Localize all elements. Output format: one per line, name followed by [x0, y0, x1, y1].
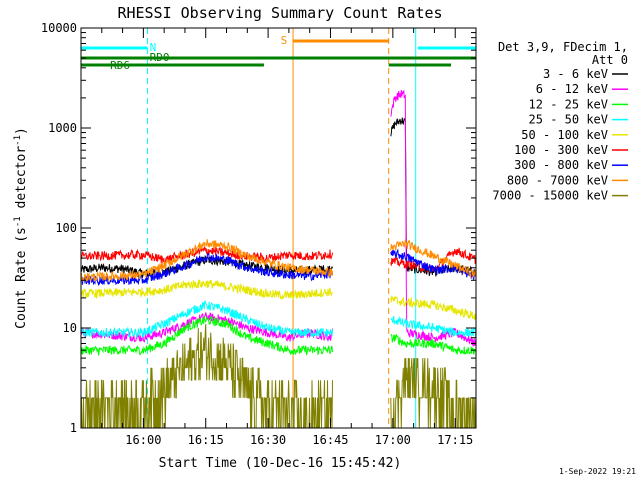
series-line-3 [80, 315, 477, 357]
legend-label: 3 - 6 keV [543, 67, 608, 81]
legend-label: 6 - 12 keV [536, 82, 608, 96]
legend-label: 25 - 50 keV [529, 113, 608, 127]
series-line-4 [80, 300, 477, 339]
x-tick-label: 16:45 [312, 433, 348, 447]
legend-label: 50 - 100 keV [521, 128, 608, 142]
state-bar-label-s: S [281, 34, 288, 47]
legend-label: 800 - 7000 keV [507, 173, 608, 187]
footer-timestamp: 1-Sep-2022 19:21 [559, 467, 636, 476]
x-axis: 16:00 16:15 16:30 16:45 17:00 17:15 [101, 28, 477, 447]
legend-header-line-1: Det 3,9, FDecim 1, [498, 40, 628, 54]
chart-title: RHESSI Observing Summary Count Rates [117, 4, 442, 22]
state-bar-label-rd6: RD6 [110, 59, 130, 72]
state-bar-label-n: N [150, 41, 157, 54]
x-tick-label: 16:30 [250, 433, 286, 447]
legend-label: 7000 - 15000 keV [492, 189, 608, 203]
y-axis-label: Count Rate (s-1 detector-1) [13, 127, 29, 329]
legend-header-line-2: Att 0 [592, 53, 628, 67]
x-axis-label: Start Time (10-Dec-16 15:45:42) [159, 456, 402, 471]
y-tick-label: 1000 [48, 121, 77, 135]
series-lines [80, 89, 477, 429]
y-axis: 1 10 100 1000 10000 [41, 21, 476, 435]
x-tick-label: 17:00 [375, 433, 411, 447]
y-tick-label: 1 [70, 421, 77, 435]
legend-label: 12 - 25 keV [529, 97, 608, 111]
series-line-5 [80, 279, 476, 321]
y-tick-label: 100 [55, 221, 77, 235]
x-tick-label: 16:15 [188, 433, 224, 447]
series-line-8 [80, 239, 477, 282]
state-bar-label-rd0: RD0 [150, 51, 170, 64]
legend-label: 100 - 300 keV [514, 143, 608, 157]
legend-label: 300 - 800 keV [514, 158, 608, 172]
x-tick-label: 17:15 [437, 433, 473, 447]
series-line-6 [80, 246, 477, 274]
y-tick-label: 10 [63, 321, 77, 335]
y-tick-label: 10000 [41, 21, 77, 35]
x-tick-label: 16:00 [125, 433, 161, 447]
